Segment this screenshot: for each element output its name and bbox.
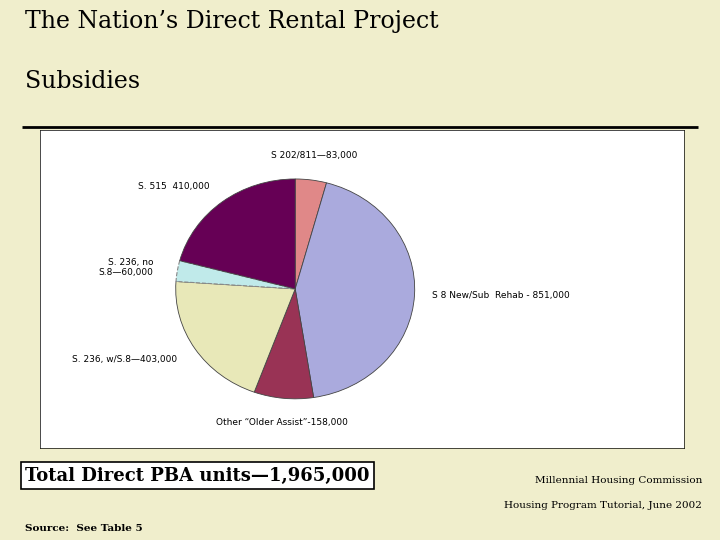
Wedge shape [176,261,295,289]
Text: The Nation’s Direct Rental Project: The Nation’s Direct Rental Project [25,10,438,33]
Text: Millennial Housing Commission: Millennial Housing Commission [535,476,702,485]
Text: S. 236, w/S.8—403,000: S. 236, w/S.8—403,000 [72,355,177,364]
Text: Housing Program Tutorial, June 2002: Housing Program Tutorial, June 2002 [504,501,702,510]
Text: Subsidies: Subsidies [25,70,140,93]
Wedge shape [295,183,415,397]
Text: S. 515  410,000: S. 515 410,000 [138,181,210,191]
Text: Other “Older Assist”-158,000: Other “Older Assist”-158,000 [215,418,348,427]
Wedge shape [295,179,327,289]
Text: S 8 New/Sub  Rehab - 851,000: S 8 New/Sub Rehab - 851,000 [433,292,570,300]
Wedge shape [180,179,295,289]
Wedge shape [176,281,295,392]
Text: Source:  See Table 5: Source: See Table 5 [25,524,143,532]
Text: Total Direct PBA units—1,965,000: Total Direct PBA units—1,965,000 [25,467,369,484]
Text: S. 236, no
S.8—60,000: S. 236, no S.8—60,000 [99,258,154,277]
Wedge shape [254,289,314,399]
Text: S 202/811—83,000: S 202/811—83,000 [271,151,357,160]
